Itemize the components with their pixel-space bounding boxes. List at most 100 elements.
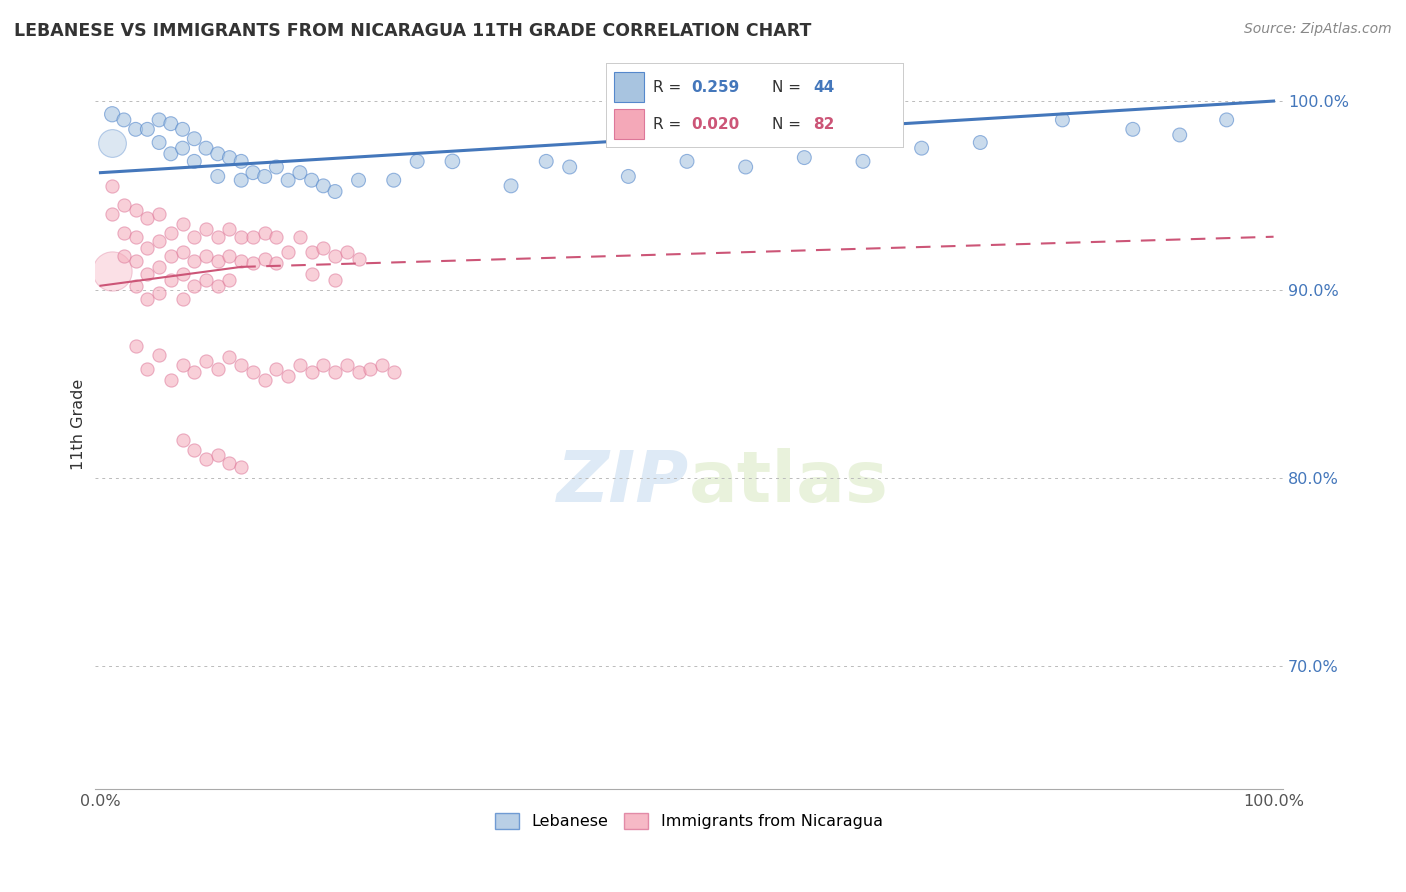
Point (136, 122, 159, 136)
Point (312, 358, 335, 372)
Point (359, 361, 381, 376)
Point (499, 178, 522, 193)
Point (183, 278, 205, 293)
Point (231, 173, 253, 187)
Point (231, 358, 253, 372)
Point (218, 249, 240, 263)
Point (253, 226, 276, 240)
Point (969, 136, 991, 150)
Point (136, 241, 159, 255)
Point (101, 178, 124, 193)
Point (336, 244, 359, 259)
Point (172, 268, 194, 282)
Point (207, 169, 229, 184)
Point (148, 260, 170, 274)
Point (231, 229, 253, 244)
Point (112, 197, 135, 211)
Y-axis label: 11th Grade: 11th Grade (72, 378, 86, 470)
Point (136, 361, 159, 376)
Text: ZIP: ZIP (557, 448, 689, 517)
Point (266, 256, 288, 270)
Point (231, 459, 253, 474)
Point (136, 211, 159, 225)
Legend: Lebanese, Immigrants from Nicaragua: Lebanese, Immigrants from Nicaragua (488, 806, 890, 836)
Point (323, 185, 346, 199)
Point (347, 252, 370, 267)
Point (323, 249, 346, 263)
Point (266, 361, 288, 376)
Point (242, 256, 264, 270)
Point (148, 136, 170, 150)
Point (183, 442, 205, 457)
Point (323, 366, 346, 380)
Point (347, 173, 370, 187)
Point (195, 354, 218, 368)
Point (195, 141, 218, 155)
Point (207, 278, 229, 293)
Point (266, 229, 288, 244)
Point (159, 117, 181, 131)
Point (136, 292, 159, 306)
Point (242, 229, 264, 244)
Point (382, 173, 405, 187)
Text: Source: ZipAtlas.com: Source: ZipAtlas.com (1244, 22, 1392, 37)
Point (231, 254, 253, 268)
Point (124, 122, 146, 136)
Point (218, 351, 240, 365)
Point (253, 373, 276, 387)
Point (148, 234, 170, 248)
Point (124, 254, 146, 268)
Point (253, 169, 276, 184)
Point (148, 112, 170, 127)
Point (183, 229, 205, 244)
Point (301, 244, 323, 259)
Point (136, 268, 159, 282)
Point (159, 273, 181, 287)
Point (101, 136, 124, 150)
Point (382, 366, 405, 380)
Point (207, 254, 229, 268)
Point (183, 154, 205, 169)
Point (124, 339, 146, 353)
Point (288, 229, 311, 244)
Point (207, 229, 229, 244)
Point (676, 154, 699, 169)
Point (195, 452, 218, 467)
Point (207, 361, 229, 376)
Point (301, 268, 323, 282)
Point (172, 244, 194, 259)
Point (277, 173, 299, 187)
Point (218, 151, 240, 165)
Point (101, 263, 124, 277)
Point (124, 229, 146, 244)
Point (323, 273, 346, 287)
Point (336, 358, 359, 372)
Point (172, 434, 194, 448)
Point (793, 151, 815, 165)
Point (218, 273, 240, 287)
Point (159, 226, 181, 240)
Point (148, 207, 170, 221)
Point (159, 373, 181, 387)
Point (301, 366, 323, 380)
Point (112, 226, 135, 240)
Point (195, 249, 218, 263)
Point (101, 207, 124, 221)
Point (124, 203, 146, 218)
Point (312, 241, 335, 255)
Point (101, 107, 124, 121)
Point (734, 160, 756, 174)
Text: LEBANESE VS IMMIGRANTS FROM NICARAGUA 11TH GRADE CORRELATION CHART: LEBANESE VS IMMIGRANTS FROM NICARAGUA 11… (14, 22, 811, 40)
Point (172, 292, 194, 306)
Point (1122, 122, 1144, 136)
Point (312, 178, 335, 193)
Point (207, 146, 229, 161)
Point (112, 112, 135, 127)
Point (124, 278, 146, 293)
Point (301, 173, 323, 187)
Point (183, 366, 205, 380)
Point (1215, 112, 1237, 127)
Point (534, 154, 557, 169)
Point (277, 244, 299, 259)
Point (195, 273, 218, 287)
